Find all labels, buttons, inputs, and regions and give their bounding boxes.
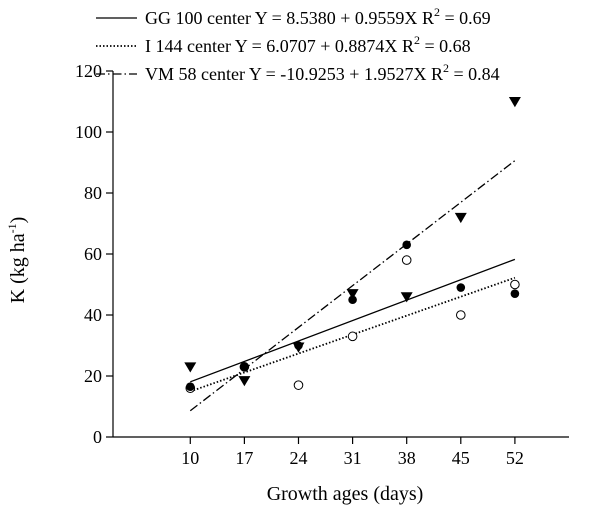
- x-tick-label: 52: [506, 448, 524, 468]
- data-point: [456, 283, 466, 292]
- data-point: [347, 331, 358, 342]
- data-point: [402, 240, 411, 250]
- legend-series-name: GG 100 center: [145, 8, 255, 28]
- y-tick-label: 60: [84, 244, 102, 264]
- x-tick-label: 31: [344, 448, 362, 468]
- legend-equation: Y = 8.5380 + 0.9559X: [255, 8, 422, 28]
- y-tick-label: 0: [93, 427, 102, 447]
- legend-r2-exponent: 2: [443, 61, 449, 75]
- data-point: [292, 342, 305, 353]
- legend-series-name: VM 58 center: [145, 64, 249, 84]
- y-axis-label-base: K (kg ha: [7, 233, 29, 303]
- data-point: [455, 310, 466, 320]
- data-point: [510, 279, 520, 290]
- legend: GG 100 center Y = 8.5380 + 0.9559X R2 = …: [96, 5, 500, 84]
- data-points: [184, 97, 521, 394]
- data-point: [400, 292, 413, 303]
- legend-r2-label: R: [402, 36, 414, 56]
- data-point: [346, 289, 359, 300]
- y-axis-label-unit-exponent: -1: [5, 223, 19, 233]
- x-axis-label: Growth ages (days): [267, 483, 424, 505]
- legend-r2-value: = 0.68: [420, 36, 471, 56]
- legend-entry: VM 58 center Y = -10.9253 + 1.9527X R2 =…: [96, 61, 500, 84]
- y-tick-label: 100: [75, 122, 102, 142]
- legend-series-name: I 144 center: [145, 36, 235, 56]
- y-tick-label: 120: [75, 61, 102, 81]
- data-point: [185, 382, 195, 391]
- y-tick-label: 20: [84, 366, 102, 386]
- data-point: [293, 380, 304, 390]
- data-point: [184, 362, 197, 373]
- x-tick-label: 24: [289, 448, 307, 468]
- data-point: [508, 97, 521, 108]
- x-tick-label: 17: [235, 448, 253, 468]
- legend-r2-exponent: 2: [434, 5, 440, 19]
- legend-text: I 144 center Y = 6.0707 + 0.8874X R2 = 0…: [145, 33, 471, 56]
- x-tick-label: 45: [452, 448, 470, 468]
- data-point: [401, 255, 412, 265]
- data-point: [240, 362, 249, 372]
- regression-line: [190, 258, 516, 383]
- data-point: [348, 295, 357, 305]
- x-tick-label: 38: [398, 448, 416, 468]
- legend-r2-exponent: 2: [414, 33, 420, 47]
- data-point: [510, 289, 520, 298]
- legend-equation: Y = 6.0707 + 0.8874X: [235, 36, 402, 56]
- regression-line: [189, 160, 516, 412]
- y-tick-label: 80: [84, 183, 102, 203]
- legend-r2-value: = 0.84: [449, 64, 500, 84]
- data-point: [238, 376, 251, 387]
- legend-entry: I 144 center Y = 6.0707 + 0.8874X R2 = 0…: [96, 33, 471, 56]
- legend-r2-label: R: [422, 8, 434, 28]
- legend-r2-label: R: [431, 64, 443, 84]
- legend-equation: Y = -10.9253 + 1.9527X: [249, 64, 431, 84]
- legend-text: VM 58 center Y = -10.9253 + 1.9527X R2 =…: [145, 61, 500, 84]
- legend-r2-value: = 0.69: [440, 8, 491, 28]
- x-tick-label: 10: [181, 448, 199, 468]
- y-axis-label-close: ): [7, 217, 29, 224]
- regression-lines: [189, 160, 516, 412]
- legend-text: GG 100 center Y = 8.5380 + 0.9559X R2 = …: [145, 5, 491, 28]
- data-point: [454, 212, 467, 224]
- y-tick-label: 40: [84, 305, 102, 325]
- axes: 0 20 40 60 80 100 120 10 17 24 31 38 45 52: [75, 61, 569, 468]
- y-axis-label: K (kg ha-1): [5, 217, 29, 304]
- legend-entry: GG 100 center Y = 8.5380 + 0.9559X R2 = …: [96, 5, 491, 28]
